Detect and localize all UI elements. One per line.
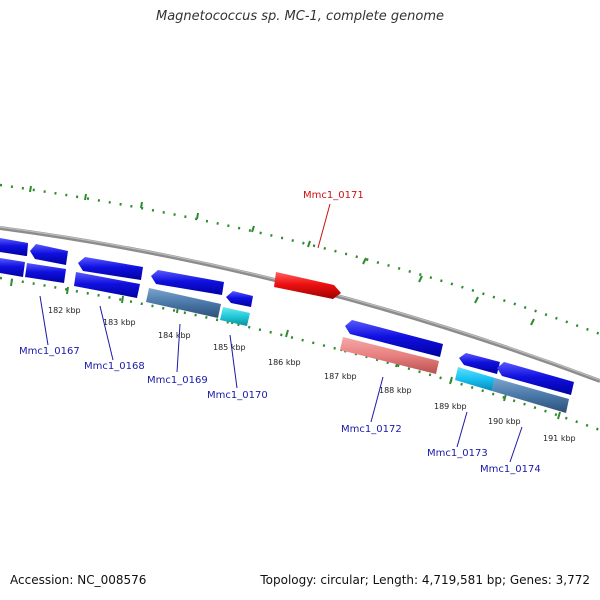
tick-label: 186 kbp [268,358,301,367]
gene-block[interactable] [220,307,250,326]
gene-block[interactable] [455,367,495,391]
gene-arrow[interactable] [30,244,68,265]
gene-arrow[interactable] [345,320,443,357]
tick-label: 191 kbp [543,434,576,443]
tick-label: 189 kbp [434,402,467,411]
gene-label[interactable]: Mmc1_0172 [341,424,402,435]
gene-arrow[interactable] [0,238,28,256]
map-title: Magnetococcus sp. MC-1, complete genome [155,9,445,24]
gene-features[interactable] [0,238,574,413]
tick-label: 182 kbp [48,306,81,315]
tick-label: 183 kbp [103,318,136,327]
gene-label[interactable]: Mmc1_0171 [303,190,364,201]
gene-label[interactable]: Mmc1_0170 [207,390,268,401]
gene-arrow-highlight[interactable] [274,272,341,299]
gene-block[interactable] [146,288,221,318]
gene-block[interactable] [25,263,66,283]
gene-block[interactable] [74,272,140,298]
tick-labels: 182 kbp 183 kbp 184 kbp 185 kbp 186 kbp … [48,306,576,443]
gene-block[interactable] [492,378,569,413]
inner-dotted-track [0,276,600,432]
accession-text: Accession: NC_008576 [10,573,147,587]
gene-arrow[interactable] [497,362,574,395]
gene-arrow[interactable] [226,291,253,307]
label-leaders [39,203,523,463]
gene-arrow[interactable] [459,353,500,374]
genome-summary-text: Topology: circular; Length: 4,719,581 bp… [260,573,590,587]
gene-label[interactable]: Mmc1_0168 [84,361,145,372]
gene-label[interactable]: Mmc1_0169 [147,375,208,386]
tick-label: 187 kbp [324,372,357,381]
gene-block[interactable] [0,258,25,277]
gene-label[interactable]: Mmc1_0167 [19,346,80,357]
tick-label: 188 kbp [379,386,412,395]
gene-label[interactable]: Mmc1_0174 [480,464,541,475]
gene-arrow[interactable] [151,270,224,295]
tick-label: 190 kbp [488,417,521,426]
gene-block[interactable] [340,337,439,374]
gene-arrow[interactable] [78,257,143,280]
outer-dotted-track [0,183,600,336]
tick-label: 185 kbp [213,343,246,352]
gene-labels: Mmc1_0167 Mmc1_0168 Mmc1_0169 Mmc1_0170 … [19,190,541,475]
gene-label[interactable]: Mmc1_0173 [427,448,488,459]
tick-label: 184 kbp [158,331,191,340]
